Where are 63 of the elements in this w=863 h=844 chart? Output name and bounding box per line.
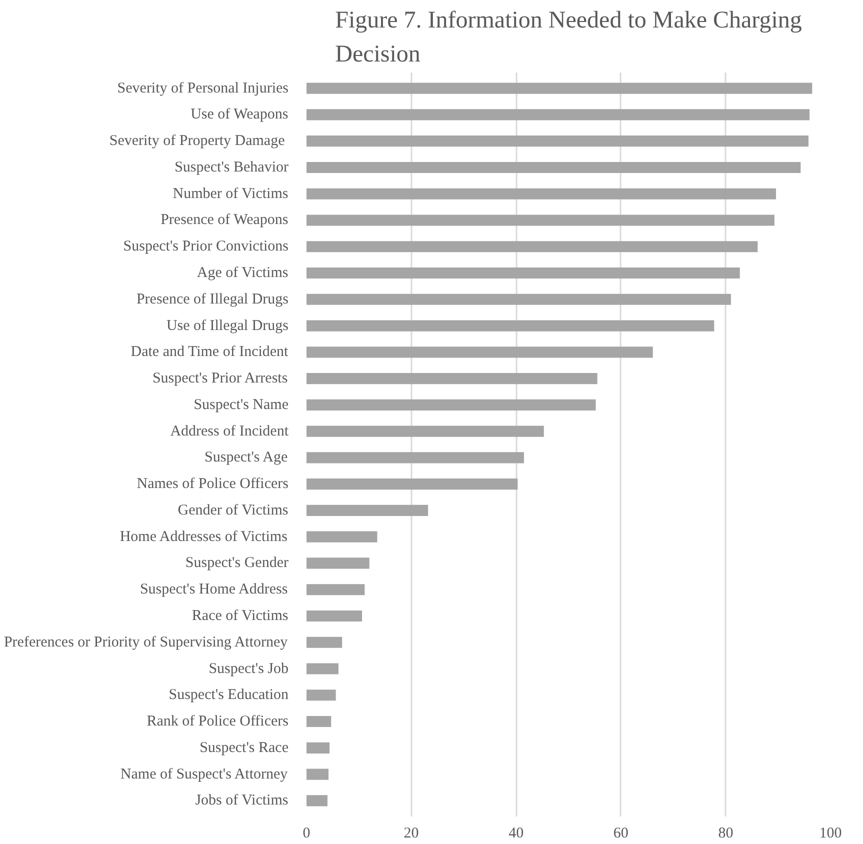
bar (306, 109, 810, 120)
y-tick-label: Presence of Illegal Drugs (136, 291, 289, 308)
y-tick-label: Date and Time of Incident (130, 344, 290, 360)
bar (306, 214, 774, 226)
y-tick-label: Suspect's Gender (185, 555, 289, 572)
bar (306, 636, 342, 648)
y-tick-label: Presence of Weapons (160, 212, 288, 228)
y-tick-label: Use of Illegal Drugs (166, 318, 289, 334)
y-tick-label: Suspect's Name (194, 396, 289, 413)
chart-title: Figure 7. Information Needed to Make Charging Decision (335, 8, 802, 68)
bar (306, 452, 524, 464)
bar (306, 346, 653, 358)
bar (306, 320, 714, 332)
y-tick-label: Suspect's Age (204, 450, 288, 466)
y-tick-label: Suspect's Prior Convictions (123, 238, 289, 255)
x-tick-label: 80 (718, 826, 734, 842)
bar (306, 426, 544, 437)
y-tick-label: Suspect's Job (208, 660, 289, 677)
y-tick-label: Home Addresses of Victims (120, 528, 288, 545)
y-tick-label: Rank of Police Officers (146, 714, 289, 730)
bar (306, 690, 336, 701)
y-tick-label: Suspect's Education (168, 687, 289, 704)
y-tick-label: Name of Suspect's Attorney (120, 766, 288, 782)
y-tick-label: Severity of Property Damage (109, 133, 286, 150)
y-tick-label: Number of Victims (172, 186, 288, 202)
y-tick-label: Suspect's Behavior (174, 159, 289, 176)
y-tick-label: Race of Victims (192, 608, 288, 624)
bar (306, 82, 812, 94)
y-tick-label: Use of Weapons (190, 106, 288, 123)
bar (306, 373, 598, 384)
bar (306, 663, 338, 674)
bar (306, 558, 370, 569)
y-tick-label: Suspect's Race (200, 740, 289, 756)
y-tick-label: Age of Victims (196, 265, 288, 282)
bar (306, 504, 428, 516)
bar (306, 742, 330, 754)
y-tick-label: Severity of Personal Injuries (117, 80, 289, 96)
y-tick-label: Gender of Victims (178, 502, 288, 518)
bar (306, 768, 329, 780)
y-tick-label: Names of Police Officers (136, 476, 289, 492)
bar (306, 399, 596, 410)
x-tick-label: 60 (613, 826, 628, 842)
y-tick-label: Address of Incident (170, 423, 290, 440)
x-tick-label: 20 (404, 826, 419, 842)
x-tick-label: 0 (302, 826, 310, 842)
bar (306, 188, 776, 200)
bar (306, 136, 808, 147)
bar (306, 162, 801, 174)
bar (306, 531, 378, 542)
y-tick-label: Jobs of Victims (195, 792, 288, 809)
bar (306, 584, 365, 596)
bar (306, 241, 758, 252)
x-tick-label: 100 (819, 826, 842, 842)
bar (306, 478, 518, 490)
bar (306, 267, 740, 279)
x-tick-label: 40 (508, 826, 524, 842)
bar (306, 610, 362, 622)
bar (306, 795, 328, 806)
y-tick-label: Preferences or Priority of Supervising Attorney (4, 634, 288, 650)
y-tick-label: Suspect's Home Address (140, 582, 288, 598)
bar (306, 294, 731, 305)
y-tick-label: Suspect's Prior Arrests (152, 370, 288, 387)
bar (306, 716, 332, 728)
